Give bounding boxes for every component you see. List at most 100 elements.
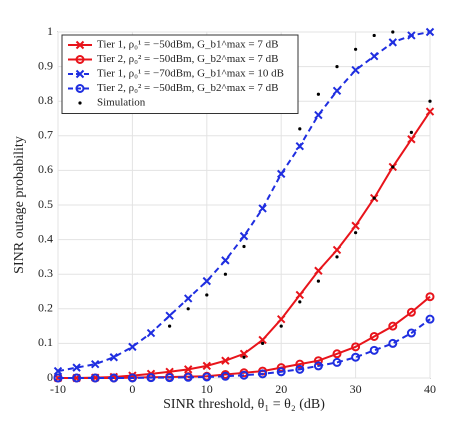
marker xyxy=(372,196,376,200)
series-line xyxy=(58,318,431,379)
x-tick-label: 0 xyxy=(129,382,135,396)
marker xyxy=(425,107,435,116)
marker xyxy=(90,373,100,383)
marker xyxy=(391,30,395,34)
y-tick-label: 0.3 xyxy=(38,266,53,280)
marker xyxy=(202,361,212,371)
x-axis-label: SINR threshold, θ₁ = θ₂ (dB) xyxy=(163,397,325,412)
marker xyxy=(295,141,305,151)
marker xyxy=(313,361,323,371)
marker xyxy=(127,373,137,383)
marker xyxy=(391,165,395,169)
legend-label: Simulation xyxy=(97,97,146,109)
marker xyxy=(351,342,361,352)
y-tick-label: 1 xyxy=(47,24,53,38)
marker xyxy=(221,356,230,365)
marker xyxy=(425,314,435,324)
marker xyxy=(205,293,209,297)
x-tick-label: 40 xyxy=(424,382,436,396)
marker xyxy=(369,345,379,355)
marker xyxy=(239,349,249,358)
y-tick-label: 0.9 xyxy=(38,58,53,72)
marker xyxy=(146,373,156,383)
marker xyxy=(242,244,246,249)
x-tick-label: 10 xyxy=(201,382,213,396)
marker xyxy=(351,221,360,230)
marker xyxy=(221,256,230,265)
marker xyxy=(223,272,227,276)
marker xyxy=(78,101,82,105)
y-axis-label: SINR outage probability xyxy=(12,136,27,274)
marker xyxy=(332,349,342,359)
marker xyxy=(258,369,268,379)
legend-box xyxy=(61,34,299,114)
marker xyxy=(258,335,267,345)
y-tick-label: 0.8 xyxy=(38,93,53,107)
legend: Tier 1, ρ₀¹ = −50dBm, G_b1^max = 7 dB Tie… xyxy=(61,34,299,114)
marker xyxy=(316,92,320,96)
marker xyxy=(183,294,193,303)
marker xyxy=(369,331,379,341)
marker xyxy=(407,31,416,40)
marker xyxy=(332,357,342,367)
marker xyxy=(202,276,212,286)
marker xyxy=(351,65,360,75)
marker xyxy=(388,338,398,348)
marker xyxy=(109,353,119,362)
marker xyxy=(279,324,283,328)
marker xyxy=(332,245,342,255)
marker xyxy=(109,373,119,383)
legend-label: Tier 2, ρ₀² = −50dBm, G_b2^max = 7 dB xyxy=(97,82,278,94)
marker xyxy=(354,47,358,51)
marker xyxy=(369,52,379,61)
marker xyxy=(53,366,63,376)
series-line xyxy=(57,31,431,373)
y-tick-label: 0.2 xyxy=(38,301,53,315)
marker xyxy=(220,371,230,381)
x-tick-label: 30 xyxy=(350,382,362,396)
marker xyxy=(202,372,212,382)
marker xyxy=(313,356,323,366)
marker xyxy=(406,328,416,338)
marker xyxy=(168,324,172,328)
marker xyxy=(75,69,85,79)
marker xyxy=(183,365,193,374)
marker xyxy=(335,65,339,69)
marker xyxy=(146,328,156,338)
marker xyxy=(165,311,174,320)
marker xyxy=(314,110,323,120)
y-tick-label: 0.5 xyxy=(38,197,53,211)
marker xyxy=(332,86,342,96)
legend-label: Tier 1, ρ₀¹ = −50dBm, G_b1^max = 7 dB xyxy=(97,39,278,51)
marker xyxy=(409,130,413,134)
marker xyxy=(276,367,286,377)
marker xyxy=(316,279,320,283)
marker xyxy=(314,266,323,275)
marker xyxy=(388,321,398,331)
marker xyxy=(428,99,432,103)
marker xyxy=(75,55,85,64)
marker xyxy=(298,300,302,304)
marker xyxy=(186,307,190,311)
marker xyxy=(75,40,85,50)
legend-label: Tier 2, ρ₀² = −50dBm, G_b2^max = 7 dB xyxy=(97,53,278,65)
marker xyxy=(242,355,246,359)
marker xyxy=(258,204,267,213)
marker xyxy=(351,352,361,362)
x-tick-label: 20 xyxy=(275,382,287,396)
y-tick-label: 0.6 xyxy=(38,162,53,176)
marker xyxy=(425,27,435,37)
marker xyxy=(90,359,100,369)
x-tick-label: -10 xyxy=(50,382,66,396)
marker xyxy=(128,342,137,352)
marker xyxy=(372,33,376,38)
marker xyxy=(298,127,302,131)
marker xyxy=(295,364,305,374)
marker xyxy=(239,370,249,380)
marker xyxy=(295,359,305,369)
y-tick-label: 0.7 xyxy=(38,128,53,142)
marker xyxy=(239,231,249,241)
marker xyxy=(295,290,305,300)
marker xyxy=(425,292,435,302)
marker xyxy=(276,169,286,179)
